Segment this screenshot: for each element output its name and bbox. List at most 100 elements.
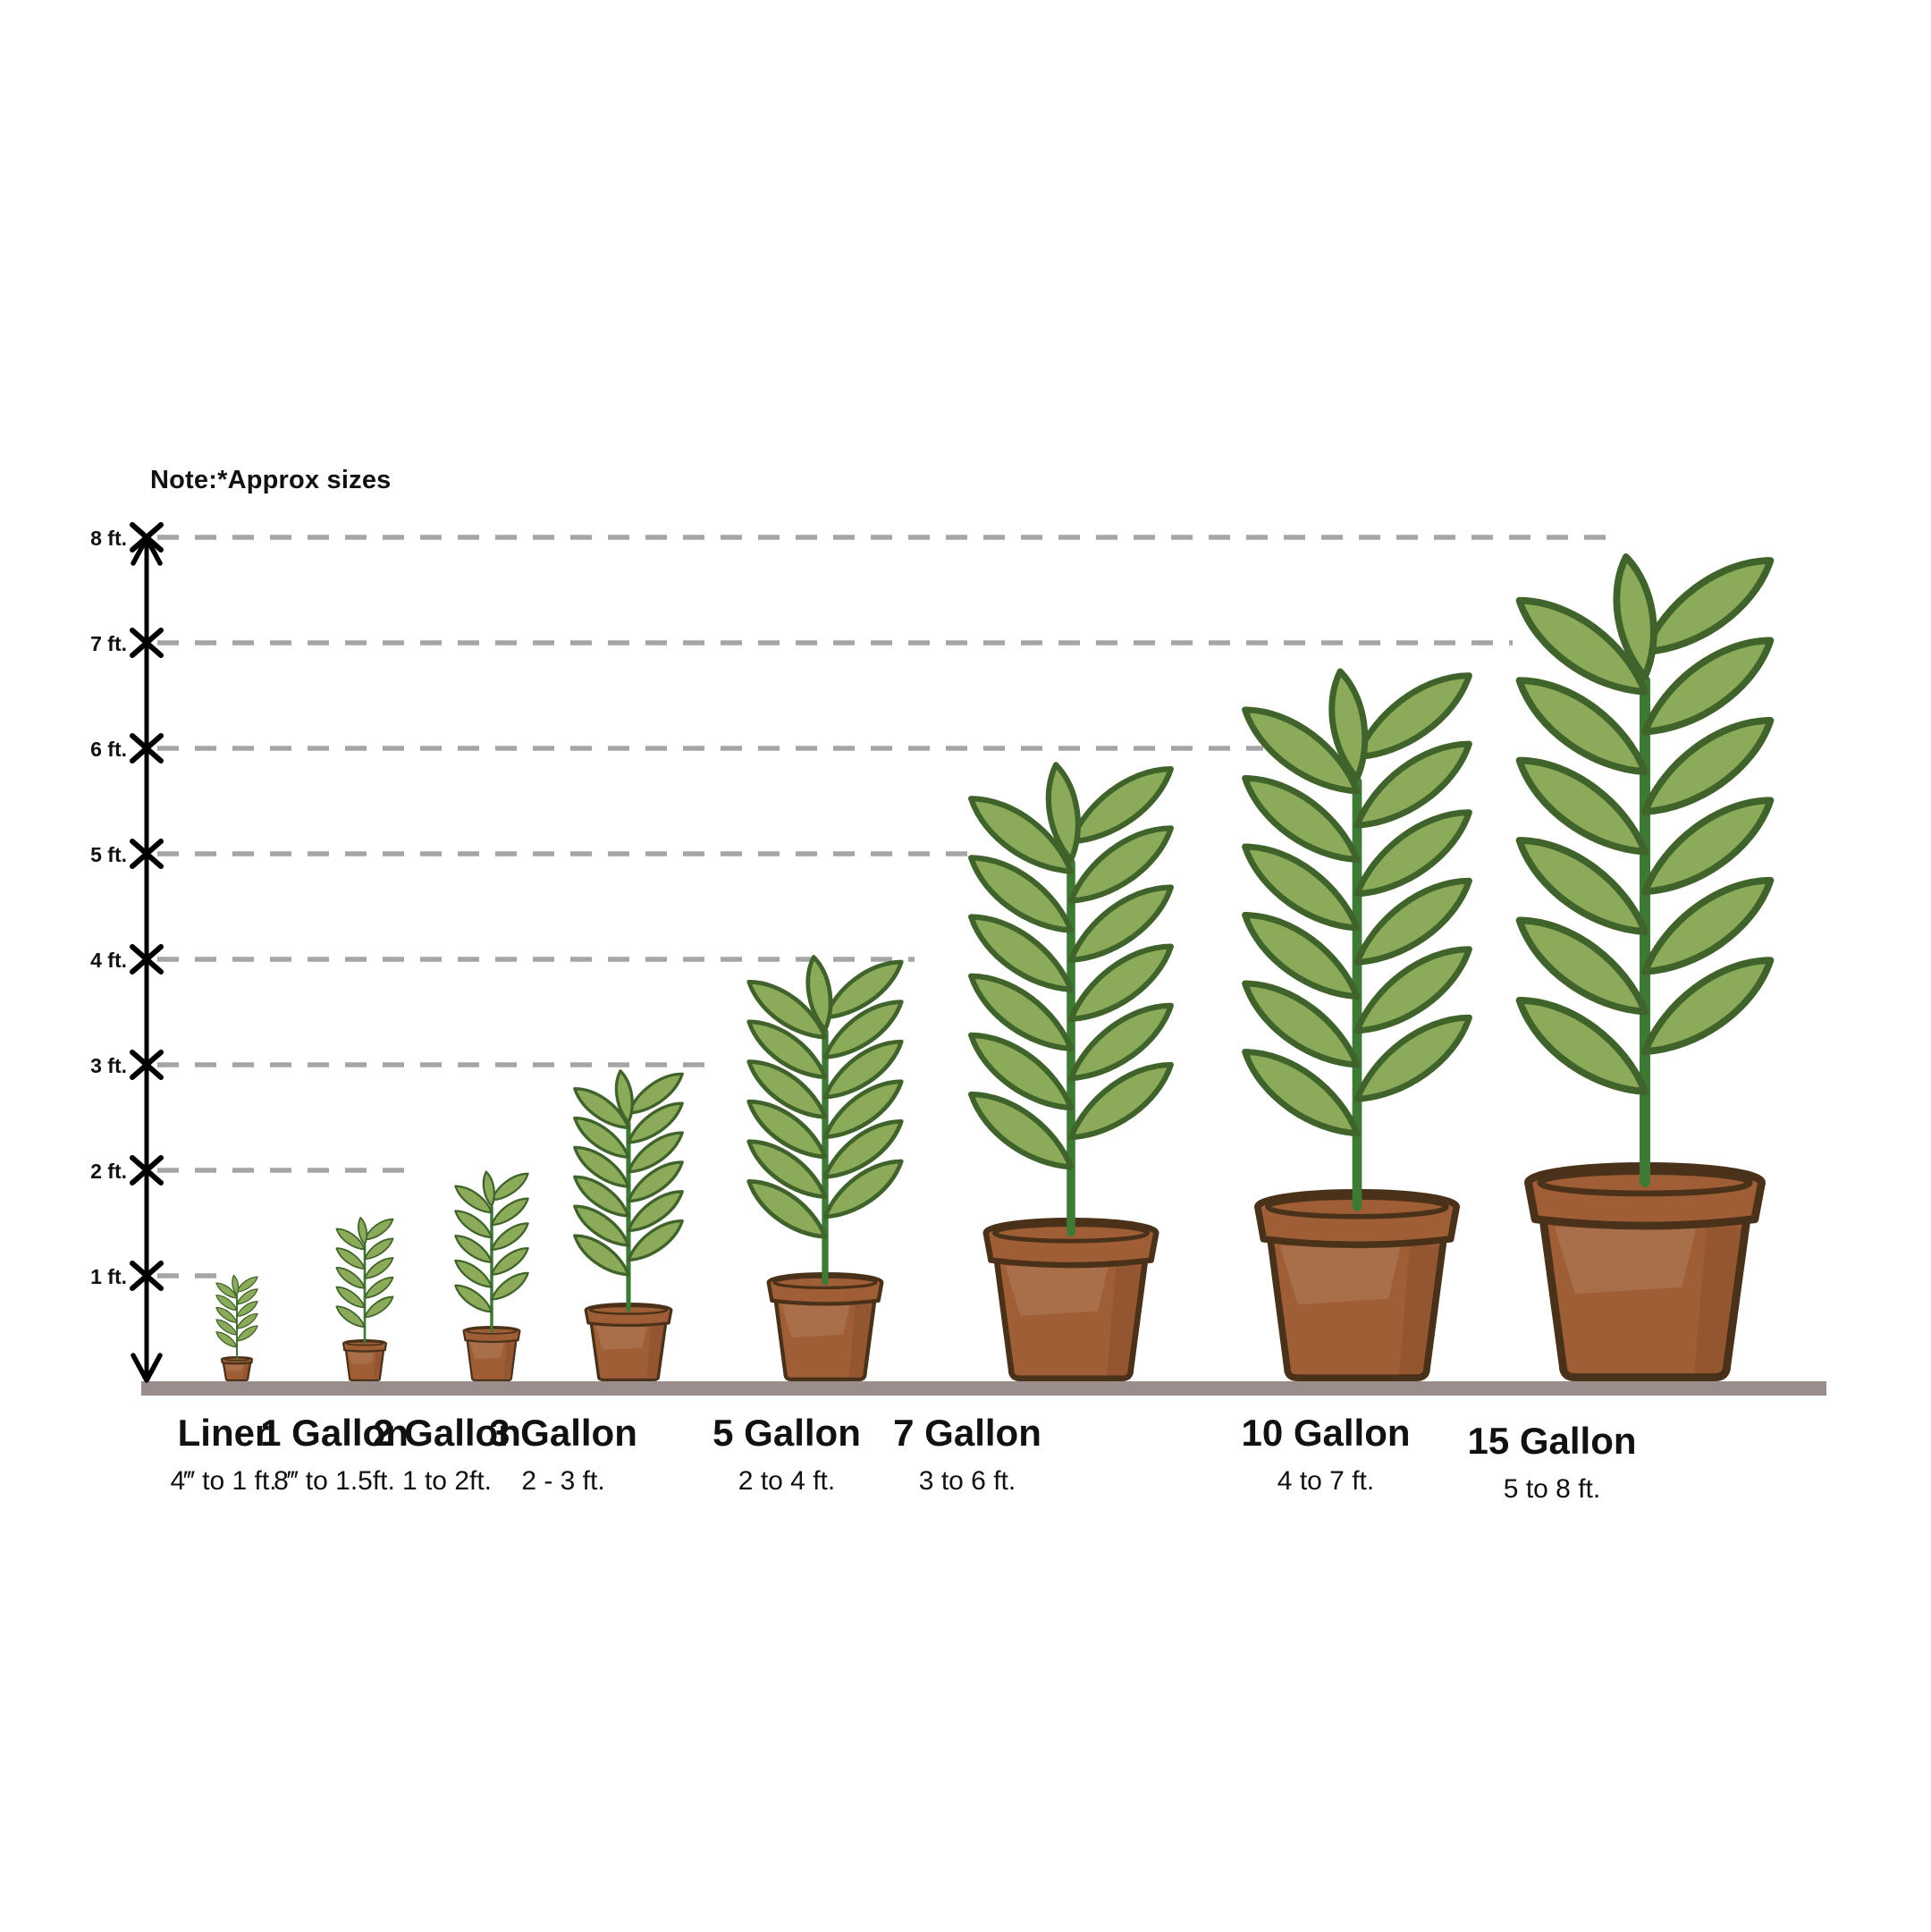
leaf-icon (1515, 596, 1649, 696)
pot-highlight (1279, 1245, 1401, 1305)
leaf-icon (1515, 677, 1649, 776)
category-label-2-gallon: 2 Gallon (373, 1412, 521, 1454)
range-label-1-gallon: 8‴ to 1.5ft. (274, 1466, 395, 1496)
leaf-icon (1067, 1002, 1174, 1082)
pot-highlight (781, 1304, 850, 1338)
plant-2-gallon (454, 1170, 529, 1381)
leaf-icon (1067, 825, 1174, 904)
leaf-icon (1353, 672, 1472, 761)
leaf-icon (1641, 716, 1775, 815)
pot-2-gallon (462, 1326, 521, 1381)
leaf-icon (1242, 843, 1361, 932)
plant-1-gallon (335, 1216, 394, 1381)
leaf-icon (1353, 1014, 1472, 1102)
pot-shadow (1398, 1245, 1440, 1376)
category-label-5-gallon: 5 Gallon (713, 1412, 861, 1454)
item-labels-5-gallon: 5 Gallon 2 to 4 ft. (713, 1412, 861, 1496)
leaf-icon (627, 1101, 684, 1144)
pot-body (1538, 1209, 1752, 1382)
leaf-icon (822, 1000, 904, 1059)
leaf-icon (454, 1259, 493, 1288)
leaf-icon (1353, 809, 1472, 898)
pot-shadow (374, 1352, 384, 1378)
leaf-icon (482, 1170, 495, 1208)
pot-5-gallon (766, 1272, 884, 1382)
axis-tick-label-4ft: 4 ft. (90, 949, 127, 972)
height-guide-lines (157, 535, 1609, 1278)
leaves-2-gallon (454, 1170, 529, 1313)
leaf-icon (1353, 877, 1472, 966)
leaf-icon (968, 1091, 1075, 1170)
pot-body (773, 1295, 877, 1382)
leaves-liner (215, 1274, 258, 1348)
axis-tick-label-5ft: 5 ft. (90, 843, 127, 866)
leaf-icon (236, 1276, 258, 1293)
leaf-icon (1515, 756, 1649, 856)
pot-shadow (243, 1364, 250, 1378)
leaf-icon (822, 1079, 904, 1140)
leaf-icon (1242, 706, 1361, 795)
axis-tick-label-3ft: 3 ft. (90, 1054, 127, 1077)
axis-x-marker-2ft (130, 1155, 164, 1185)
leaves-7-gallon (968, 762, 1174, 1170)
leaf-icon (1242, 1049, 1361, 1137)
leaf-icon (236, 1312, 258, 1329)
plant-10-gallon (1242, 668, 1472, 1381)
leaf-icon (1613, 553, 1657, 680)
leaf-icon (364, 1276, 394, 1299)
leaf-icon (364, 1295, 394, 1319)
leaf-icon (746, 1099, 828, 1160)
item-labels-1-gallon: 1 Gallon 8‴ to 1.5ft. (260, 1412, 409, 1496)
leaf-icon (746, 979, 828, 1040)
axis-x-marker-5ft (130, 839, 164, 869)
leaf-icon (1641, 876, 1775, 975)
range-label-2-gallon: 1 to 2ft. (402, 1466, 492, 1496)
category-label-3-gallon: 3 Gallon (489, 1412, 637, 1454)
leaf-icon (1641, 797, 1775, 896)
pot-highlight (469, 1342, 504, 1360)
pot-shadow (848, 1304, 873, 1377)
leaf-icon (968, 855, 1075, 933)
leaf-icon (1641, 637, 1775, 736)
pot-3-gallon (584, 1303, 673, 1382)
leaf-icon (335, 1286, 366, 1309)
leaf-icon (454, 1284, 493, 1313)
axis-tick-label-6ft: 6 ft. (90, 738, 127, 761)
leaf-icon (822, 1039, 904, 1100)
category-label-15-gallon: 15 Gallon (1467, 1420, 1636, 1462)
range-label-5-gallon: 2 to 4 ft. (738, 1466, 835, 1496)
axis-x-marker-7ft (130, 628, 164, 658)
leaf-icon (1515, 837, 1649, 935)
pot-7-gallon (982, 1218, 1159, 1382)
item-labels-2-gallon: 2 Gallon 1 to 2ft. (373, 1412, 521, 1496)
leaf-icon (627, 1219, 684, 1262)
axis-tick-label-8ft: 8 ft. (90, 527, 127, 550)
leaf-icon (335, 1247, 366, 1270)
leaf-icon (236, 1300, 258, 1318)
axis-tick-label-7ft: 7 ft. (90, 632, 127, 655)
leaf-icon (573, 1234, 630, 1277)
leaf-icon (454, 1210, 493, 1239)
leaf-icon (454, 1185, 493, 1214)
leaf-icon (573, 1116, 630, 1159)
leaf-icon (968, 796, 1075, 874)
axis-x-marker-6ft (130, 733, 164, 764)
plant-5-gallon (746, 955, 904, 1382)
pot-highlight (1005, 1266, 1109, 1316)
axis-x-marker-4ft (130, 944, 164, 974)
item-labels-7-gallon: 7 Gallon 3 to 6 ft. (893, 1412, 1041, 1496)
plant-liner (215, 1274, 258, 1381)
leaves-15-gallon (1515, 553, 1775, 1095)
item-labels-10-gallon: 10 Gallon 4 to 7 ft. (1241, 1412, 1410, 1496)
axis-x-marker-3ft (130, 1050, 164, 1080)
pot-body (993, 1253, 1149, 1382)
leaf-icon (335, 1305, 366, 1329)
leaf-icon (1242, 774, 1361, 864)
ground-bar (141, 1381, 1826, 1396)
range-label-liner: 4‴ to 1 ft. (170, 1466, 276, 1496)
leaf-icon (1353, 946, 1472, 1034)
axis-tick-label-2ft: 2 ft. (90, 1160, 127, 1183)
item-labels-15-gallon: 15 Gallon 5 to 8 ft. (1467, 1420, 1636, 1504)
axis-x-marker-8ft (130, 522, 164, 553)
leaf-icon (215, 1319, 238, 1336)
